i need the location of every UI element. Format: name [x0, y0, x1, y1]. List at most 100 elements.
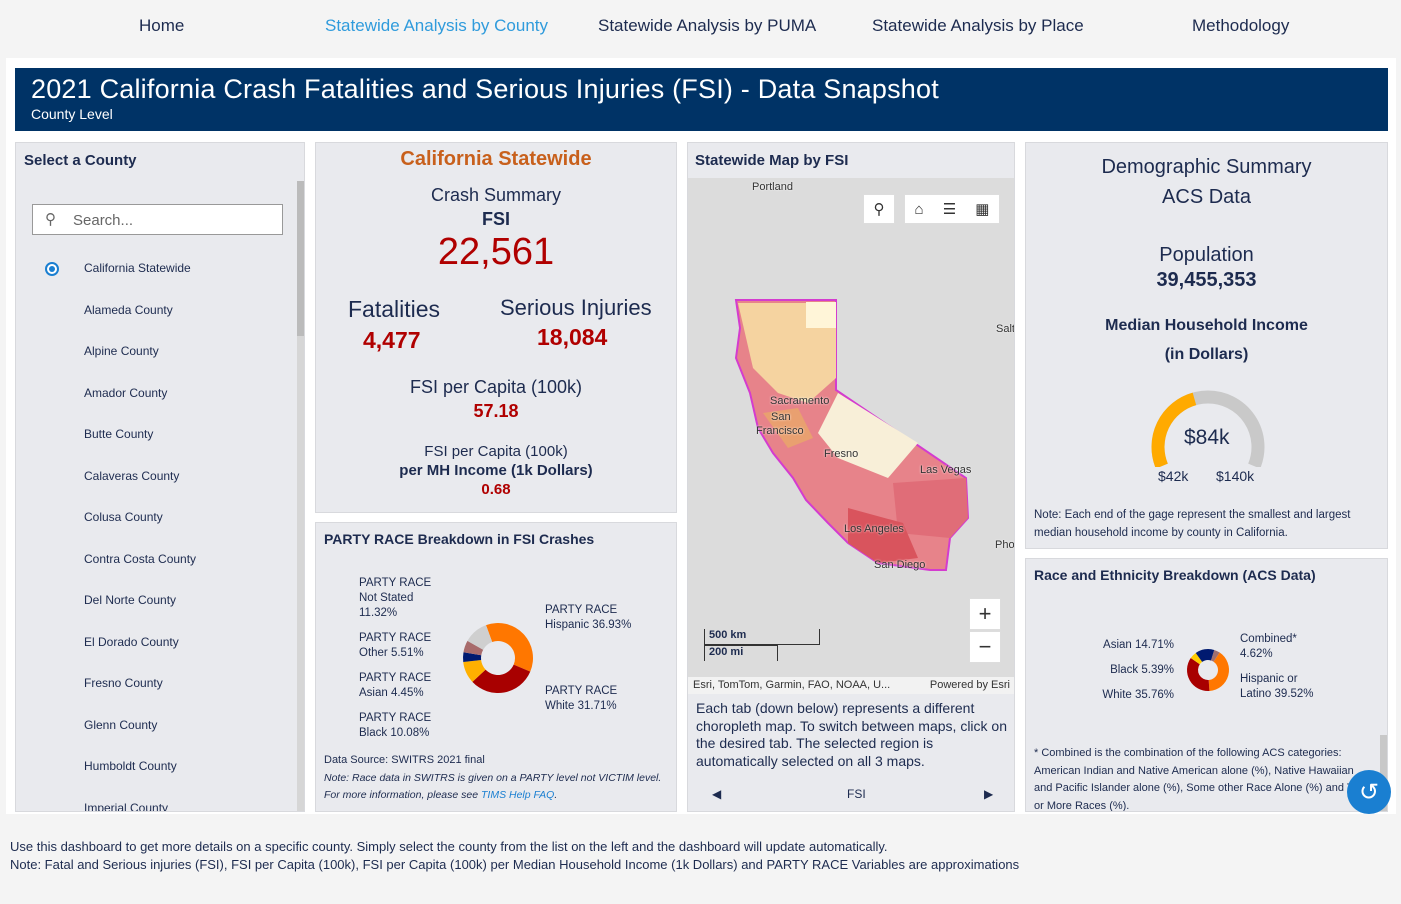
gauge-max: $140k	[1216, 468, 1255, 484]
slice-label: Asian 14.71%	[1103, 639, 1174, 651]
page-subtitle: County Level	[31, 106, 113, 122]
per-capita-label: FSI per Capita (100k)	[409, 377, 583, 397]
fatalities-label: Fatalities	[348, 296, 441, 322]
donut-slice[interactable]	[1195, 649, 1215, 662]
tab-next-arrow[interactable]: ▶	[984, 787, 994, 801]
nav-puma[interactable]: Statewide Analysis by PUMA	[598, 16, 817, 35]
combined-note: * Combined is the combination of the fol…	[1034, 747, 1368, 812]
county-item[interactable]: Humboldt County	[84, 759, 177, 773]
search-icon[interactable]: ⚲	[863, 194, 895, 224]
map-tabs: ◀ FSI ▶	[688, 779, 1014, 811]
tab-prev-arrow[interactable]: ◀	[712, 787, 722, 801]
county-panel: Select a County ⚲ Search... California St…	[15, 142, 305, 812]
donut-slice[interactable]	[1190, 652, 1203, 665]
county-panel-title: Select a County	[24, 152, 137, 169]
map-canvas[interactable]	[688, 178, 1015, 683]
legend-list-icon[interactable]: ☰	[942, 201, 957, 218]
scrollbar[interactable]	[297, 181, 304, 811]
county-item[interactable]: Amador County	[84, 385, 168, 400]
powered-by[interactable]: Powered by Esri	[929, 679, 1010, 691]
zoom-in-button[interactable]: +	[969, 598, 1001, 630]
basemap-grid-icon[interactable]: ▦	[975, 201, 990, 218]
scale-km: 500 km	[704, 629, 820, 645]
county-item[interactable]: Butte County	[84, 427, 154, 441]
slice-label: PARTY RACE	[545, 685, 618, 697]
nav-home[interactable]: Home	[139, 16, 185, 35]
county-item[interactable]: Colusa County	[84, 510, 163, 524]
donut-slice[interactable]	[472, 664, 531, 693]
map-toolbar: ⌂ ☰ ▦	[904, 194, 1000, 224]
slice-label: PARTY RACE	[359, 632, 432, 644]
top-nav: Home Statewide Analysis by County Statew…	[0, 0, 1401, 52]
county-item[interactable]: Imperial County	[84, 800, 169, 812]
scrollbar[interactable]	[1380, 735, 1387, 811]
slice-label: Not Stated	[359, 592, 413, 604]
donut-slice[interactable]	[467, 625, 493, 650]
page-title: 2021 California Crash Fatalities and Ser…	[31, 74, 939, 104]
map-label: Francisco	[756, 425, 804, 437]
reset-button[interactable]: ↺	[1347, 770, 1391, 814]
period: .	[554, 789, 558, 801]
donut-slice[interactable]	[485, 623, 533, 672]
slice-label: PARTY RACE	[545, 604, 618, 616]
county-item[interactable]: Alameda County	[84, 302, 173, 317]
gauge-value: $84k	[1184, 426, 1230, 449]
slice-label: PARTY RACE	[359, 672, 432, 684]
party-race-donut: PARTY RACE Hispanic 36.93% PARTY RACE White…	[359, 577, 631, 739]
home-icon[interactable]: ⌂	[914, 200, 924, 218]
map-label: Salt	[996, 323, 1015, 335]
tab-fsi[interactable]: FSI	[847, 787, 866, 801]
county-item[interactable]: Alpine County	[84, 344, 159, 358]
slice-label: Black 10.08%	[359, 727, 429, 739]
map-label: Sacramento	[770, 395, 830, 407]
slice-label: Latino 39.52%	[1240, 688, 1314, 700]
map-label: Pho	[995, 539, 1015, 551]
county-item[interactable]: El Dorado County	[84, 634, 179, 649]
more-info: For more information, please see	[324, 789, 481, 801]
income-unit: (in Dollars)	[1164, 346, 1249, 363]
nav-place[interactable]: Statewide Analysis by Place	[872, 16, 1084, 35]
slice-label: 4.62%	[1240, 648, 1273, 660]
map-label: Portland	[752, 181, 793, 193]
footer-instructions: Use this dashboard to get more details o…	[10, 839, 888, 854]
county-item[interactable]: Glenn County	[84, 717, 158, 732]
injuries-label: Serious Injuries	[500, 295, 652, 320]
county-item[interactable]: Contra Costa County	[84, 551, 197, 566]
zoom-out-button[interactable]: −	[969, 631, 1001, 663]
map-label: San Diego	[874, 559, 926, 571]
per-capita-value: 57.18	[473, 401, 519, 421]
donut-slice[interactable]	[1187, 658, 1210, 691]
slice-label: White 31.71%	[545, 700, 617, 712]
donut-slice[interactable]	[463, 652, 482, 663]
scale-mi: 200 mi	[704, 645, 778, 661]
county-item[interactable]: Del Norte County	[84, 593, 177, 607]
party-race-title: PARTY RACE Breakdown in FSI Crashes	[324, 531, 595, 547]
map-label: Los Angeles	[844, 523, 904, 535]
county-item[interactable]: Fresno County	[84, 676, 163, 690]
region-title: California Statewide	[400, 148, 592, 170]
nav-methodology[interactable]: Methodology	[1192, 16, 1290, 35]
tims-faq-link[interactable]: TIMS Help FAQ	[481, 789, 555, 801]
donut-slice[interactable]	[463, 640, 484, 656]
nav-county[interactable]: Statewide Analysis by County	[325, 16, 549, 35]
county-item[interactable]: California Statewide	[84, 261, 191, 275]
acs-race-donut: Combined* 4.62% Hispanic or Latino 39.52% As…	[1102, 633, 1314, 701]
slice-label: Hispanic or	[1240, 673, 1298, 685]
footer-note: Note: Fatal and Serious injuries (FSI), …	[10, 857, 1020, 872]
donut-slice[interactable]	[463, 659, 486, 682]
map-label: Las Vegas	[920, 464, 972, 476]
map-attribution: Esri, TomTom, Garmin, FAO, NOAA, U...	[693, 679, 891, 691]
radio-selected[interactable]	[45, 262, 59, 276]
fsi-label: FSI	[481, 209, 510, 229]
donut-slice[interactable]	[1208, 652, 1229, 691]
fsi-value: 22,561	[437, 231, 555, 273]
donut-slice[interactable]	[1210, 649, 1220, 662]
slice-label: Other 5.51%	[359, 647, 424, 659]
map-panel: Statewide Map by FSI Portland Sacramento S…	[687, 142, 1015, 812]
gauge-min: $42k	[1158, 468, 1189, 484]
search-input[interactable]: ⚲ Search...	[32, 204, 283, 235]
gauge-note: Note: Each end of the gage represent the…	[1034, 509, 1351, 539]
county-item[interactable]: Calaveras County	[84, 468, 180, 483]
slice-label: PARTY RACE	[359, 712, 432, 724]
demographics-panel: Demographic Summary ACS Data Population …	[1025, 142, 1388, 549]
